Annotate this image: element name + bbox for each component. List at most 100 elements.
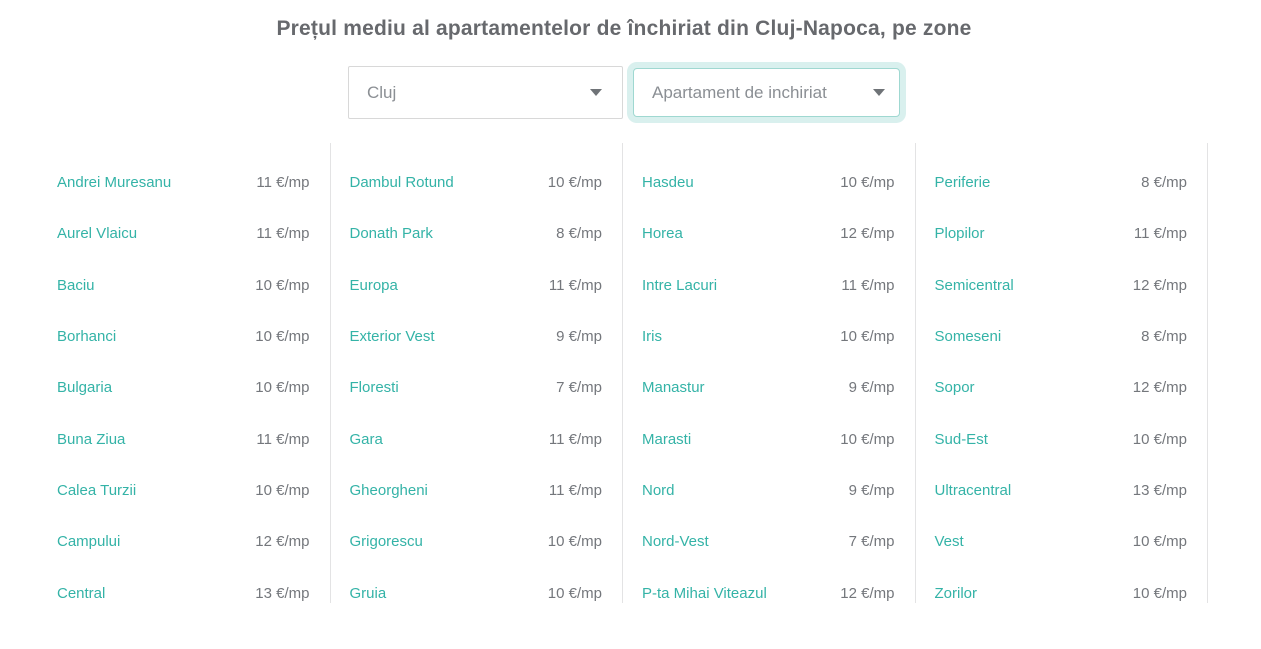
zone-link[interactable]: Periferie: [934, 174, 991, 192]
zone-row: Horea 12 €/mp: [642, 208, 895, 259]
zone-row: Buna Ziua 11 €/mp: [57, 413, 310, 464]
zone-link[interactable]: Vest: [934, 533, 964, 551]
zone-link[interactable]: Borhanci: [57, 328, 117, 346]
zone-link[interactable]: Marasti: [642, 430, 692, 448]
zone-price: 11 €/mp: [548, 276, 602, 294]
zone-price: 13 €/mp: [1132, 481, 1187, 499]
page: Prețul mediu al apartamentelor de închir…: [0, 14, 1248, 603]
zone-link[interactable]: Ultracentral: [934, 481, 1012, 499]
zone-link[interactable]: Sopor: [934, 379, 975, 397]
zone-row: Aurel Vlaicu 11 €/mp: [57, 208, 310, 259]
zone-row: Calea Turzii 10 €/mp: [57, 465, 310, 516]
zone-link[interactable]: Nord-Vest: [642, 533, 709, 551]
zone-link[interactable]: Calea Turzii: [57, 481, 137, 499]
zone-link[interactable]: Bulgaria: [57, 379, 113, 397]
zone-price: 10 €/mp: [255, 328, 310, 346]
zone-link[interactable]: Semicentral: [934, 276, 1014, 294]
zone-row: Ultracentral 13 €/mp: [935, 465, 1188, 516]
zone-link[interactable]: Andrei Muresanu: [57, 174, 172, 192]
zone-price: 13 €/mp: [255, 584, 310, 602]
zone-price: 11 €/mp: [256, 430, 310, 448]
zone-price: 10 €/mp: [1132, 430, 1187, 448]
zone-link[interactable]: Hasdeu: [642, 174, 694, 192]
zone-link[interactable]: Baciu: [57, 276, 95, 294]
zone-row: Gheorgheni 11 €/mp: [350, 465, 603, 516]
zone-price: 9 €/mp: [848, 379, 895, 397]
zone-link[interactable]: Grigorescu: [349, 533, 423, 551]
zone-price: 10 €/mp: [840, 174, 895, 192]
zone-price: 10 €/mp: [840, 328, 895, 346]
zone-row: Europa 11 €/mp: [350, 260, 603, 311]
zone-link[interactable]: Exterior Vest: [349, 328, 435, 346]
location-select[interactable]: Cluj: [348, 66, 623, 119]
property-type-select[interactable]: Apartament de inchiriat: [633, 68, 900, 117]
zone-row: Floresti 7 €/mp: [350, 362, 603, 413]
filters-row: Cluj Apartament de inchiriat: [0, 62, 1248, 123]
zone-row: Exterior Vest 9 €/mp: [350, 311, 603, 362]
zone-price: 7 €/mp: [848, 533, 895, 551]
property-type-select-value: Apartament de inchiriat: [652, 82, 827, 102]
zone-row: Gara 11 €/mp: [350, 413, 603, 464]
zone-link[interactable]: Sud-Est: [934, 430, 988, 448]
zone-link[interactable]: Plopilor: [934, 225, 985, 243]
zone-row: Periferie 8 €/mp: [935, 157, 1188, 208]
zone-price: 11 €/mp: [256, 174, 310, 192]
zone-price: 12 €/mp: [1132, 276, 1187, 294]
zone-price: 7 €/mp: [556, 379, 602, 397]
zone-price: 10 €/mp: [1132, 584, 1187, 602]
zone-link[interactable]: Europa: [349, 276, 398, 294]
zone-link[interactable]: Nord: [642, 481, 675, 499]
zone-link[interactable]: Zorilor: [934, 584, 978, 602]
zone-price: 12 €/mp: [1132, 379, 1187, 397]
zone-price: 9 €/mp: [848, 481, 895, 499]
zone-link[interactable]: Buna Ziua: [57, 430, 126, 448]
zone-link[interactable]: P-ta Mihai Viteazul: [642, 584, 767, 602]
zone-price: 8 €/mp: [1141, 328, 1187, 346]
zone-row: Central 13 €/mp: [57, 567, 310, 618]
zone-link[interactable]: Central: [57, 584, 106, 602]
zone-price: 11 €/mp: [548, 430, 602, 448]
zone-price: 10 €/mp: [255, 379, 310, 397]
zone-link[interactable]: Someseni: [934, 328, 1002, 346]
zone-price: 8 €/mp: [556, 225, 602, 243]
zone-link[interactable]: Gheorgheni: [349, 481, 428, 499]
zone-link[interactable]: Donath Park: [349, 225, 433, 243]
zone-row: Plopilor 11 €/mp: [935, 208, 1188, 259]
zone-row: Vest 10 €/mp: [935, 516, 1188, 567]
zone-row: Gruia 10 €/mp: [350, 567, 603, 618]
zone-link[interactable]: Gruia: [349, 584, 387, 602]
zone-row: Marasti 10 €/mp: [642, 413, 895, 464]
zone-row: Donath Park 8 €/mp: [350, 208, 603, 259]
zone-price: 10 €/mp: [255, 481, 310, 499]
zone-price: 10 €/mp: [255, 276, 310, 294]
zone-link[interactable]: Campului: [57, 533, 121, 551]
zone-price: 12 €/mp: [840, 584, 895, 602]
zone-row: Manastur 9 €/mp: [642, 362, 895, 413]
zone-price: 10 €/mp: [547, 533, 602, 551]
zone-row: Hasdeu 10 €/mp: [642, 157, 895, 208]
zone-price: 10 €/mp: [840, 430, 895, 448]
zone-row: Bulgaria 10 €/mp: [57, 362, 310, 413]
zone-link[interactable]: Iris: [642, 328, 662, 346]
zone-row: Borhanci 10 €/mp: [57, 311, 310, 362]
zones-grid: Andrei Muresanu 11 €/mp Aurel Vlaicu 11 €/m…: [38, 143, 1208, 603]
zone-row: Baciu 10 €/mp: [57, 260, 310, 311]
zone-link[interactable]: Floresti: [349, 379, 399, 397]
zone-row: Grigorescu 10 €/mp: [350, 516, 603, 567]
zone-price: 12 €/mp: [255, 533, 310, 551]
zone-link[interactable]: Dambul Rotund: [349, 174, 454, 192]
chevron-down-icon: [590, 89, 602, 96]
zone-link[interactable]: Manastur: [642, 379, 705, 397]
zone-row: Nord-Vest 7 €/mp: [642, 516, 895, 567]
zone-row: Semicentral 12 €/mp: [935, 260, 1188, 311]
zone-link[interactable]: Horea: [642, 225, 683, 243]
zone-row: Zorilor 10 €/mp: [935, 567, 1188, 618]
zone-row: Nord 9 €/mp: [642, 465, 895, 516]
zone-link[interactable]: Aurel Vlaicu: [57, 225, 138, 243]
zone-link[interactable]: Gara: [349, 430, 383, 448]
zone-row: Andrei Muresanu 11 €/mp: [57, 157, 310, 208]
zone-row: Someseni 8 €/mp: [935, 311, 1188, 362]
chevron-down-icon: [873, 89, 885, 96]
zone-link[interactable]: Intre Lacuri: [642, 276, 718, 294]
location-select-value: Cluj: [367, 82, 397, 102]
